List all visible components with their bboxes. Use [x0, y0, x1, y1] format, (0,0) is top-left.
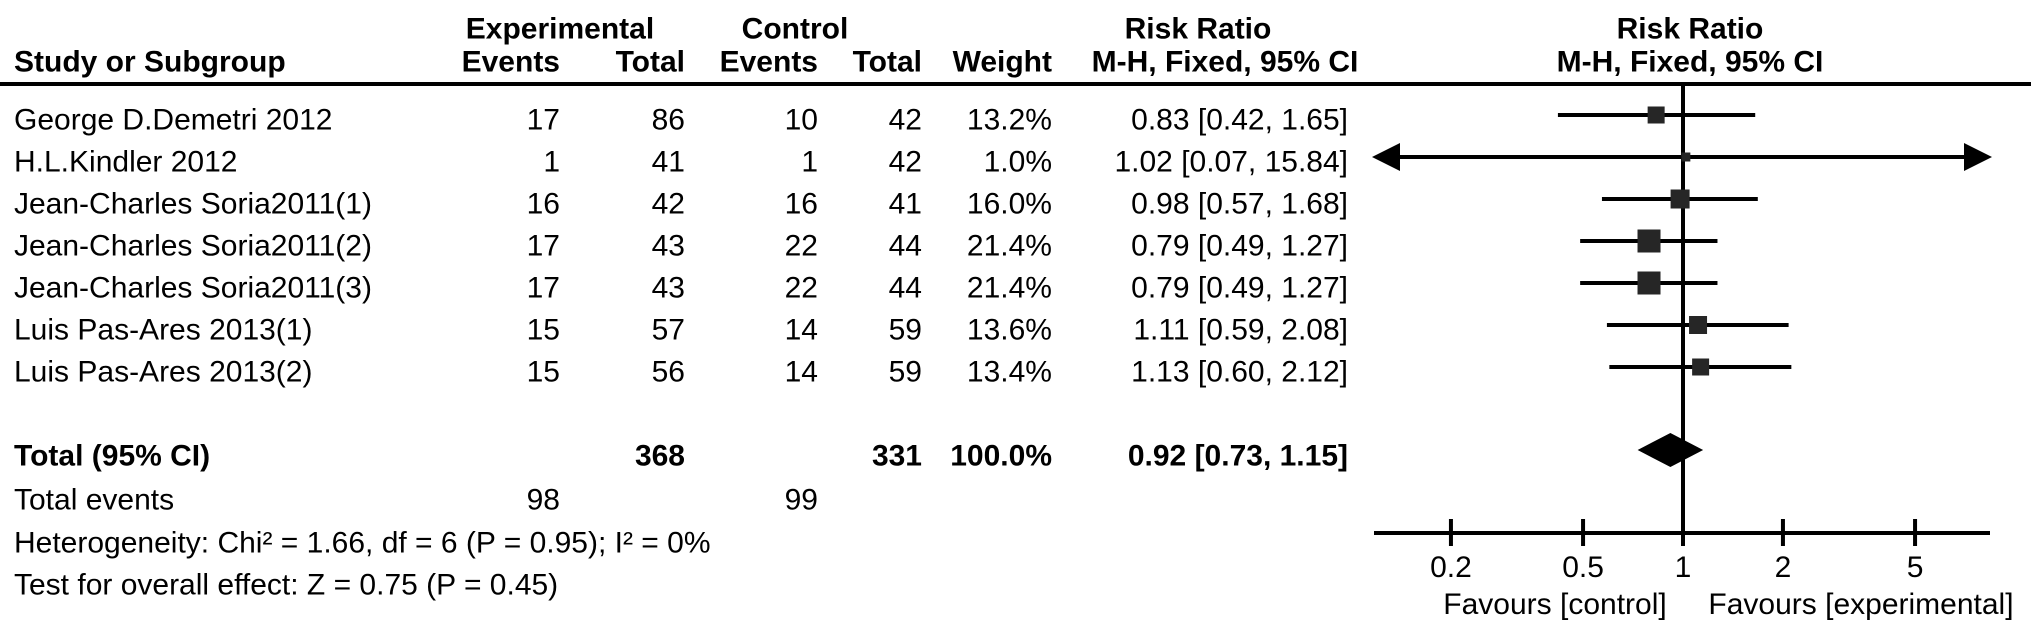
x-axis-tick-label: 5 [1907, 551, 1924, 584]
column-header-total-control: Total [852, 45, 922, 79]
x-axis-tick-label: 2 [1775, 551, 1792, 584]
x-axis-tick [1448, 519, 1453, 546]
plot-header-risk-ratio-method: M-H, Fixed, 95% CI [1556, 45, 1824, 79]
study-rr-text: 0.79 [0.49, 1.27] [1131, 271, 1348, 305]
study-name: Luis Pas-Ares 2013(1) [14, 313, 313, 347]
effect-square [1670, 189, 1690, 209]
study-events2: 16 [784, 187, 818, 221]
study-total2: 42 [888, 103, 922, 137]
x-axis-tick [1581, 519, 1586, 546]
total-events-label: Total events [14, 483, 175, 517]
study-name: Jean-Charles Soria2011(1) [14, 187, 372, 221]
study-events2: 22 [784, 229, 818, 263]
study-total1: 56 [651, 355, 685, 389]
study-total1: 41 [651, 145, 685, 179]
study-total1: 86 [651, 103, 685, 137]
study-name: Luis Pas-Ares 2013(2) [14, 355, 313, 389]
study-rr-text: 0.98 [0.57, 1.68] [1131, 187, 1348, 221]
x-axis-tick-label: 0.2 [1430, 551, 1472, 584]
study-total1: 42 [651, 187, 685, 221]
study-name: Jean-Charles Soria2011(2) [14, 229, 372, 263]
study-events1: 17 [526, 103, 560, 137]
study-total1: 43 [651, 229, 685, 263]
column-header-events-experimental: Events [461, 45, 560, 79]
favours-right-label: Favours [experimental] [1708, 588, 2013, 621]
effect-square [1637, 229, 1661, 253]
total-weight: 100.0% [950, 439, 1052, 473]
study-weight: 13.4% [966, 355, 1052, 389]
x-axis-tick [1780, 519, 1785, 546]
x-axis-tick [1681, 519, 1685, 546]
study-events2: 10 [784, 103, 818, 137]
study-total2: 59 [888, 313, 922, 347]
study-total2: 44 [888, 271, 922, 305]
study-name: H.L.Kindler 2012 [14, 145, 238, 179]
plot-risk-ratio-title: Risk Ratio [1616, 12, 1764, 46]
study-events2: 1 [801, 145, 818, 179]
column-header-total-experimental: Total [615, 45, 685, 79]
study-rr-text: 0.83 [0.42, 1.65] [1131, 103, 1348, 137]
heterogeneity-stat: Heterogeneity: Chi² = 1.66, df = 6 (P = … [14, 526, 711, 560]
column-header-risk-ratio-method: M-H, Fixed, 95% CI [1091, 45, 1359, 79]
total-events-control: 99 [784, 483, 818, 517]
study-events1: 1 [543, 145, 560, 179]
study-total2: 42 [888, 145, 922, 179]
effect-square [1689, 316, 1708, 334]
column-group-control: Control [741, 12, 849, 46]
study-weight: 1.0% [983, 145, 1052, 179]
effect-square [1692, 358, 1710, 376]
study-rr-text: 1.11 [0.59, 2.08] [1133, 313, 1348, 347]
study-total1: 43 [651, 271, 685, 305]
column-header-events-control: Events [719, 45, 818, 79]
study-total2: 41 [888, 187, 922, 221]
column-header-weight: Weight [952, 45, 1052, 79]
total-diamond [1637, 433, 1704, 467]
study-weight: 16.0% [966, 187, 1052, 221]
total-events-experimental: 98 [526, 483, 560, 517]
study-events1: 17 [526, 271, 560, 305]
study-rr-text: 1.02 [0.07, 15.84] [1114, 145, 1348, 179]
study-total1: 57 [651, 313, 685, 347]
study-rr-text: 0.79 [0.49, 1.27] [1131, 229, 1348, 263]
study-rr-text: 1.13 [0.60, 2.12] [1131, 355, 1348, 389]
risk-ratio-column-title: Risk Ratio [1124, 12, 1272, 46]
effect-square [1647, 106, 1665, 124]
study-weight: 13.6% [966, 313, 1052, 347]
effect-square [1681, 152, 1691, 162]
study-weight: 21.4% [966, 271, 1052, 305]
study-events1: 15 [526, 355, 560, 389]
study-weight: 21.4% [966, 229, 1052, 263]
study-events1: 17 [526, 229, 560, 263]
x-axis-tick-label: 1 [1675, 551, 1692, 584]
study-name: Jean-Charles Soria2011(3) [14, 271, 372, 305]
study-events2: 14 [784, 313, 818, 347]
ci-arrow-right [1964, 143, 1992, 171]
study-name: George D.Demetri 2012 [14, 103, 333, 137]
study-weight: 13.2% [966, 103, 1052, 137]
favours-left-label: Favours [control] [1443, 588, 1666, 621]
null-effect-line [1681, 86, 1685, 533]
total-row-label: Total (95% CI) [14, 439, 211, 473]
study-total2: 44 [888, 229, 922, 263]
header-rule [0, 82, 2031, 86]
study-events1: 15 [526, 313, 560, 347]
column-header-study: Study or Subgroup [14, 45, 286, 79]
study-events2: 22 [784, 271, 818, 305]
effect-square [1637, 271, 1661, 295]
column-group-experimental: Experimental [465, 12, 655, 46]
study-total2: 59 [888, 355, 922, 389]
total-experimental: 368 [634, 439, 685, 473]
total-risk-ratio: 0.92 [0.73, 1.15] [1127, 439, 1348, 473]
study-events2: 14 [784, 355, 818, 389]
overall-effect-stat: Test for overall effect: Z = 0.75 (P = 0… [14, 568, 559, 602]
ci-arrow-left [1372, 143, 1400, 171]
study-events1: 16 [526, 187, 560, 221]
total-control: 331 [871, 439, 922, 473]
x-axis-tick-label: 0.5 [1562, 551, 1604, 584]
x-axis-tick [1913, 519, 1918, 546]
